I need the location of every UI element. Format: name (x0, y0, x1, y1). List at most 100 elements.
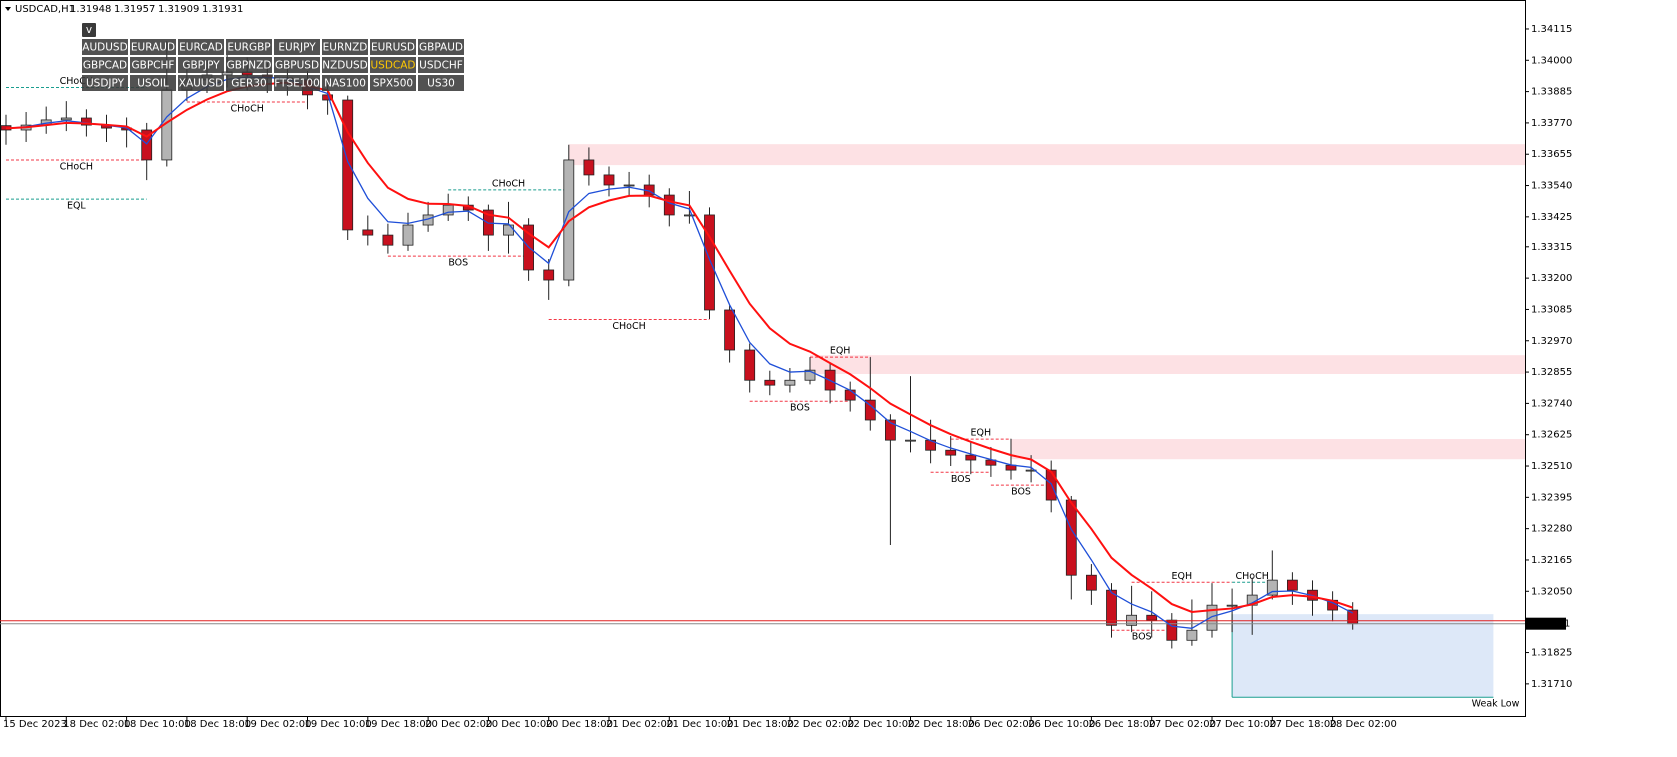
button-bg (418, 39, 464, 55)
symbol-button[interactable]: USDCHF (418, 57, 464, 73)
annotation-label: BOS (1132, 632, 1152, 643)
x-tick-label: 26 Dec 10:00 (1028, 719, 1095, 730)
candle-body (784, 379, 796, 386)
candle-body (1086, 574, 1097, 591)
candle-body (60, 117, 72, 121)
candle-body (1106, 589, 1117, 626)
button-bg (322, 39, 368, 55)
symbol-button[interactable]: GBPCAD (82, 57, 128, 73)
symbol-button[interactable]: GER30 (226, 75, 272, 91)
annotation-label: CHoCH (492, 178, 525, 189)
x-tick-label: 18 Dec 10:00 (124, 719, 191, 730)
symbol-button[interactable]: USDCAD (370, 57, 416, 73)
symbol-button[interactable]: EURUSD (370, 39, 416, 55)
y-tick-label: 1.31825 (1531, 648, 1572, 659)
button-bg (370, 57, 416, 73)
candle-body (623, 184, 635, 187)
symbol-button[interactable]: EURAUD (130, 39, 176, 55)
symbol-button[interactable]: NAS100 (322, 75, 368, 91)
button-bg (370, 75, 416, 91)
symbol-button[interactable]: EURGBP (226, 39, 272, 55)
button-bg (370, 39, 416, 55)
symbol-button[interactable]: EURJPY (274, 39, 320, 55)
y-tick-label: 1.34115 (1531, 24, 1572, 35)
x-tick-label: 19 Dec 02:00 (244, 719, 311, 730)
candle-body (543, 269, 555, 281)
candle-body (1146, 614, 1158, 621)
y-tick-label: 1.33885 (1531, 87, 1572, 98)
header-price: 1.31909 (158, 4, 199, 15)
x-tick-label: 26 Dec 18:00 (1088, 719, 1155, 730)
candle-body (885, 419, 896, 441)
toggle-button[interactable]: v (82, 23, 96, 37)
x-tick-label: 18 Dec 18:00 (184, 719, 251, 730)
annotation-label: CHoCH (1236, 571, 1269, 582)
candle-body (503, 224, 514, 236)
symbol-button[interactable]: GBPCHF (130, 57, 176, 73)
button-bg (178, 75, 224, 91)
symbol-button[interactable]: GBPUSD (274, 57, 320, 73)
button-label: GBPAUD (419, 42, 463, 54)
button-bg (418, 57, 464, 73)
symbol-button[interactable]: EURCAD (178, 39, 224, 55)
candle-body (1065, 499, 1077, 576)
button-label: GBPUSD (275, 60, 319, 72)
button-label: XAUUSD (179, 78, 224, 90)
button-label: EURJPY (278, 42, 316, 54)
x-tick-label: 22 Dec 02:00 (787, 719, 854, 730)
zone (1011, 439, 1525, 460)
y-tick-label: 1.32280 (1531, 524, 1572, 535)
candle-body (1287, 579, 1298, 591)
button-bg (322, 75, 368, 91)
annotation-label: BOS (448, 258, 468, 269)
candle-body (1186, 629, 1198, 641)
symbol-button[interactable]: XAUUSD (178, 75, 224, 91)
x-tick-label: 21 Dec 18:00 (727, 719, 794, 730)
symbol-button[interactable]: US30 (418, 75, 464, 91)
candle-body (684, 214, 695, 217)
annotation-label: CHoCH (60, 76, 93, 87)
button-bg (226, 75, 272, 91)
button-label: US30 (427, 78, 455, 90)
x-tick-label: 28 Dec 02:00 (1330, 719, 1397, 730)
symbol-button[interactable]: USOIL (130, 75, 176, 91)
x-tick-label: 27 Dec 10:00 (1209, 719, 1276, 730)
x-tick-label: 19 Dec 18:00 (365, 719, 432, 730)
button-bg (130, 57, 176, 73)
candle-body (402, 224, 414, 246)
y-tick-label: 1.32395 (1531, 492, 1572, 503)
symbol-button[interactable]: GBPNZD (226, 57, 272, 73)
x-tick-label: 20 Dec 02:00 (425, 719, 492, 730)
x-tick-label: 21 Dec 02:00 (606, 719, 673, 730)
candle-body (603, 174, 615, 186)
candle-body (1347, 609, 1359, 625)
symbol-button[interactable]: GBPAUD (418, 39, 464, 55)
x-tick-label: 22 Dec 10:00 (847, 719, 914, 730)
y-tick-label: 1.32165 (1531, 555, 1572, 566)
annotation-label: CHoCH (231, 103, 264, 114)
symbol-button[interactable]: NZDUSD (322, 57, 368, 73)
symbol-button[interactable]: USDJPY (82, 75, 128, 91)
symbol-button[interactable]: SPX500 (370, 75, 416, 91)
button-label: SPX500 (373, 78, 413, 90)
x-tick-label: 21 Dec 10:00 (666, 719, 733, 730)
bid-label-box (1526, 617, 1566, 630)
x-tick-label: 27 Dec 02:00 (1149, 719, 1216, 730)
annotation-label: EQL (67, 201, 86, 212)
symbol-button[interactable]: GBPJPY (178, 57, 224, 73)
candle-body (141, 129, 153, 161)
candle-body (382, 234, 394, 246)
symbol-button[interactable]: AUDUSD (82, 39, 128, 55)
annotation-label: BOS (951, 474, 971, 485)
zone (1232, 614, 1494, 698)
candle-body (1266, 579, 1278, 596)
button-bg (82, 23, 96, 37)
symbol-button[interactable]: EURNZD (322, 39, 368, 55)
x-tick-label: 22 Dec 18:00 (908, 719, 975, 730)
x-tick-label: 20 Dec 10:00 (485, 719, 552, 730)
symbol-button[interactable]: FTSE100 (274, 75, 320, 91)
candle-body (1206, 604, 1218, 631)
annotation-label: BOS (790, 403, 810, 414)
button-bg (130, 39, 176, 55)
x-tick-label: 27 Dec 18:00 (1269, 719, 1336, 730)
